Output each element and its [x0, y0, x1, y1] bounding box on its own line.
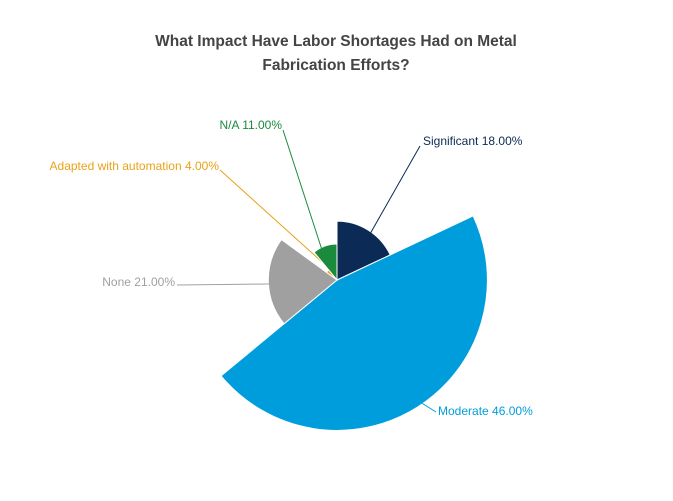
leader-line [219, 169, 323, 263]
slice-category: Significant [423, 134, 479, 148]
slice-label: Significant 18.00% [423, 134, 523, 148]
slice-value: 21.00% [134, 275, 175, 289]
slice-category: None [102, 275, 131, 289]
chart-title: What Impact Have Labor Shortages Had on … [155, 33, 517, 74]
slice-label: None 21.00% [102, 275, 175, 289]
slice-value: 46.00% [492, 404, 533, 418]
leader-line [419, 401, 437, 413]
slice-category: N/A [220, 118, 240, 132]
leader-line [282, 129, 323, 251]
slice-label: N/A 11.00% [220, 118, 283, 132]
pie-slice [267, 238, 338, 325]
leader-line [369, 145, 421, 235]
leader-line [176, 283, 271, 286]
slice-value: 11.00% [242, 118, 282, 132]
slice-value: 4.00% [185, 159, 219, 173]
pie-slice [313, 243, 338, 282]
slice-category: Adapted with automation [50, 159, 182, 173]
slice-value: 18.00% [482, 134, 523, 148]
pie-slice [336, 220, 391, 281]
slice-label: Moderate 46.00% [438, 404, 533, 418]
slice-category: Moderate [438, 404, 489, 418]
slice-label: Adapted with automation 4.00% [50, 159, 220, 173]
pie-slice [220, 215, 488, 431]
